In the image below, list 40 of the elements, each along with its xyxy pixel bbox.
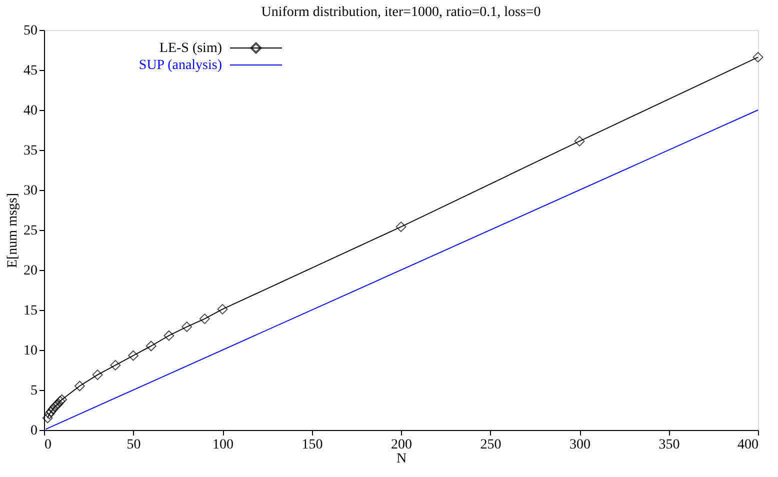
y-axis-title: E[num msgs] xyxy=(6,192,20,268)
point xyxy=(128,350,138,361)
point xyxy=(92,370,103,380)
x-tick-label: 200 xyxy=(391,438,412,452)
point xyxy=(46,406,56,417)
x-tick-label: 300 xyxy=(570,438,590,452)
point xyxy=(110,360,121,370)
legend-label: SUP (analysis) xyxy=(138,58,222,73)
point xyxy=(199,314,210,324)
point xyxy=(44,408,55,420)
y-tick-label: 35 xyxy=(24,144,38,158)
point xyxy=(752,52,764,62)
x-tick-label: 350 xyxy=(658,438,680,452)
y-tick-label: 25 xyxy=(24,224,38,238)
y-tick-label: 5 xyxy=(30,384,38,398)
x-tick-label: 250 xyxy=(480,438,502,452)
point xyxy=(164,330,174,341)
x-tick-label: 0 xyxy=(44,438,52,452)
y-tick-label: 40 xyxy=(24,104,38,118)
y-tick-label: 50 xyxy=(24,24,38,38)
y-tick-label: 15 xyxy=(24,304,38,318)
y-tick-label: 30 xyxy=(24,184,38,198)
point xyxy=(146,340,156,352)
y-tick-label: 20 xyxy=(24,264,38,278)
x-axis-title: N xyxy=(396,452,407,466)
y-tick-label: 45 xyxy=(24,64,38,78)
point xyxy=(182,322,192,332)
point xyxy=(74,380,85,392)
point xyxy=(396,222,406,232)
chart-title: Uniform distribution, iter=1000, ratio=0.1, loss=0 xyxy=(261,5,541,20)
legend-label: LE-S (sim) xyxy=(159,41,222,56)
point xyxy=(42,412,53,424)
x-tick-label: 150 xyxy=(302,438,323,452)
x-tick-label: 100 xyxy=(212,438,234,452)
y-tick-label: 0 xyxy=(30,424,38,438)
point xyxy=(217,304,228,314)
x-tick-label: 400 xyxy=(738,438,758,452)
x-tick-label: 50 xyxy=(126,438,141,452)
y-tick-label: 10 xyxy=(24,344,38,358)
point xyxy=(574,136,585,146)
